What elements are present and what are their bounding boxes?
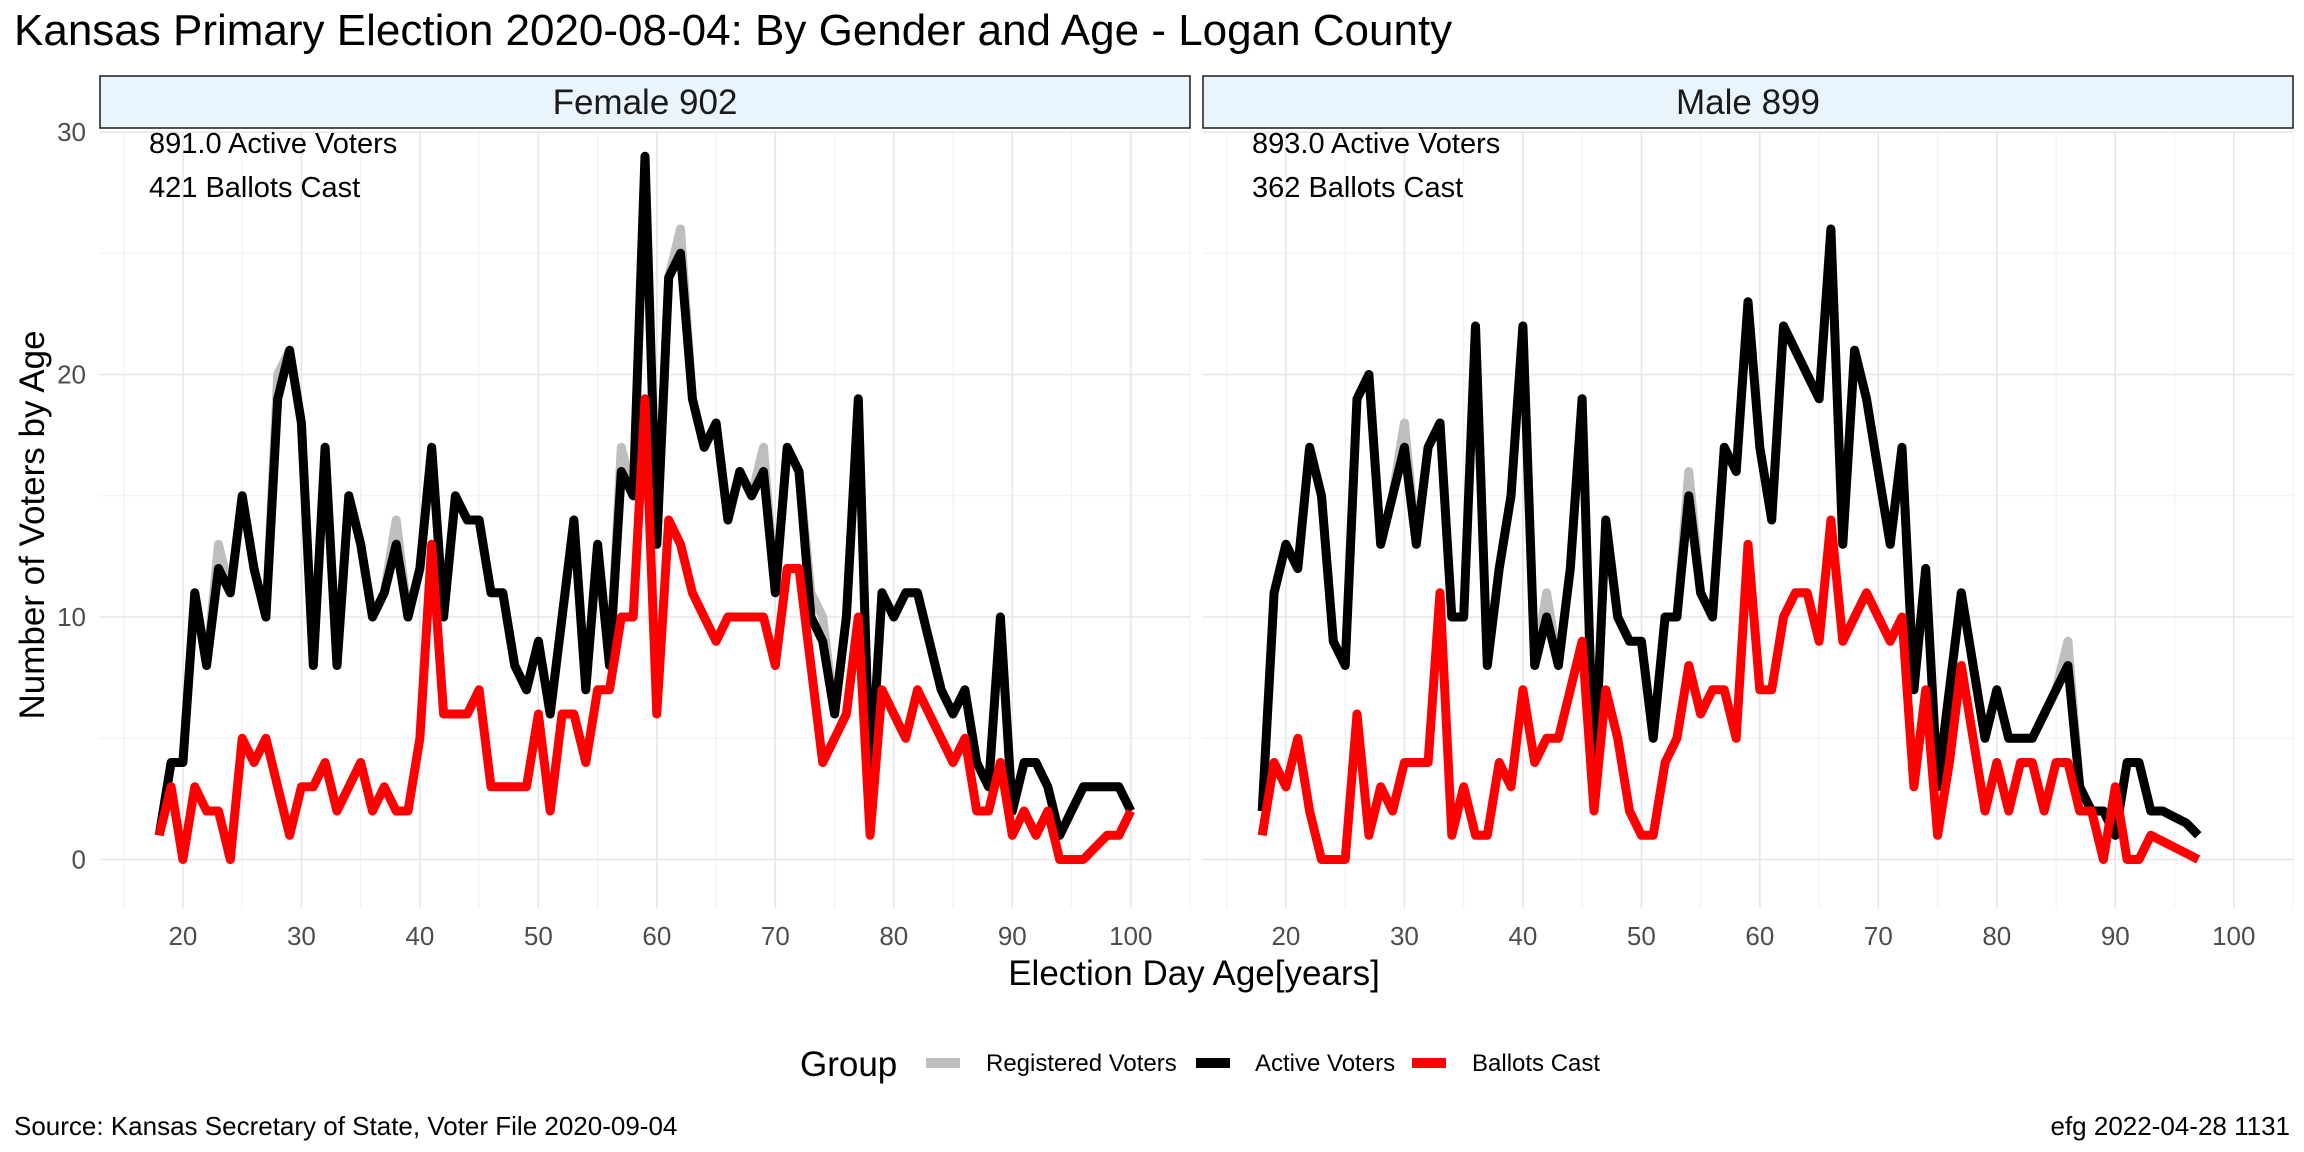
legend-label-registered: Registered Voters [986, 1050, 1177, 1077]
legend-label-active: Active Voters [1255, 1050, 1395, 1077]
facet-strip-label: Male 899 [1676, 83, 1820, 122]
x-tick-label: 70 [1864, 921, 1893, 951]
x-tick-label: 90 [2101, 921, 2130, 951]
series-line-active [154, 151, 1135, 840]
caption-timestamp: efg 2022-04-28 1131 [2051, 1111, 2291, 1141]
panel-male: Male 899 20 30 40 50 60 70 80 90 100 893.0 Active … [1202, 75, 2294, 951]
x-tick-label: 30 [1390, 921, 1419, 951]
series-line-ballots [154, 394, 1135, 864]
annotation-ballots-cast: 421 Ballots Cast [149, 172, 360, 204]
x-tick-label: 90 [998, 921, 1027, 951]
x-tick-label: 60 [1745, 921, 1774, 951]
x-tick-label: 80 [879, 921, 908, 951]
annotation-active-voters: 891.0 Active Voters [149, 128, 397, 160]
panel-female: Female 902 20 30 40 50 60 70 80 90 100 0 10 20 30 891.… [57, 75, 1191, 951]
x-tick-label: 80 [1982, 921, 2011, 951]
x-axis-title: Election Day Age[years] [1008, 954, 1380, 993]
y-tick-label: 30 [57, 117, 86, 147]
facet-strip [99, 75, 1191, 129]
x-tick-label: 100 [1109, 921, 1152, 951]
x-tick-label: 20 [1271, 921, 1300, 951]
annotation-active-voters: 893.0 Active Voters [1252, 128, 1500, 160]
legend: Group Registered Voters Active Voters Ba… [800, 1045, 1600, 1084]
series-line-registered [1257, 224, 2202, 840]
x-tick-label: 50 [1627, 921, 1656, 951]
y-tick-label: 10 [57, 602, 86, 632]
x-tick-label: 100 [2212, 921, 2255, 951]
legend-title: Group [800, 1045, 897, 1084]
y-tick-label: 0 [72, 845, 86, 875]
legend-label-ballots: Ballots Cast [1472, 1050, 1600, 1077]
chart-title: Kansas Primary Election 2020-08-04: By G… [14, 6, 1452, 55]
x-tick-label: 40 [1508, 921, 1537, 951]
x-tick-label: 70 [761, 921, 790, 951]
caption-source: Source: Kansas Secretary of State, Voter… [14, 1111, 677, 1141]
x-tick-label: 30 [287, 921, 316, 951]
y-axis-title: Number of Voters by Age [13, 330, 52, 719]
panels: Female 902 20 30 40 50 60 70 80 90 100 0 10 20 30 891.… [57, 75, 2294, 951]
facet-strip [1202, 75, 2294, 129]
x-tick-label: 50 [524, 921, 553, 951]
series-line-active [1257, 224, 2202, 840]
x-tick-label: 40 [405, 921, 434, 951]
series-line-ballots [1257, 515, 2201, 864]
y-tick-label: 20 [57, 360, 86, 390]
x-tick-label: 20 [168, 921, 197, 951]
annotation-ballots-cast: 362 Ballots Cast [1252, 172, 1463, 204]
x-tick-label: 60 [642, 921, 671, 951]
facet-strip-label: Female 902 [553, 83, 738, 122]
